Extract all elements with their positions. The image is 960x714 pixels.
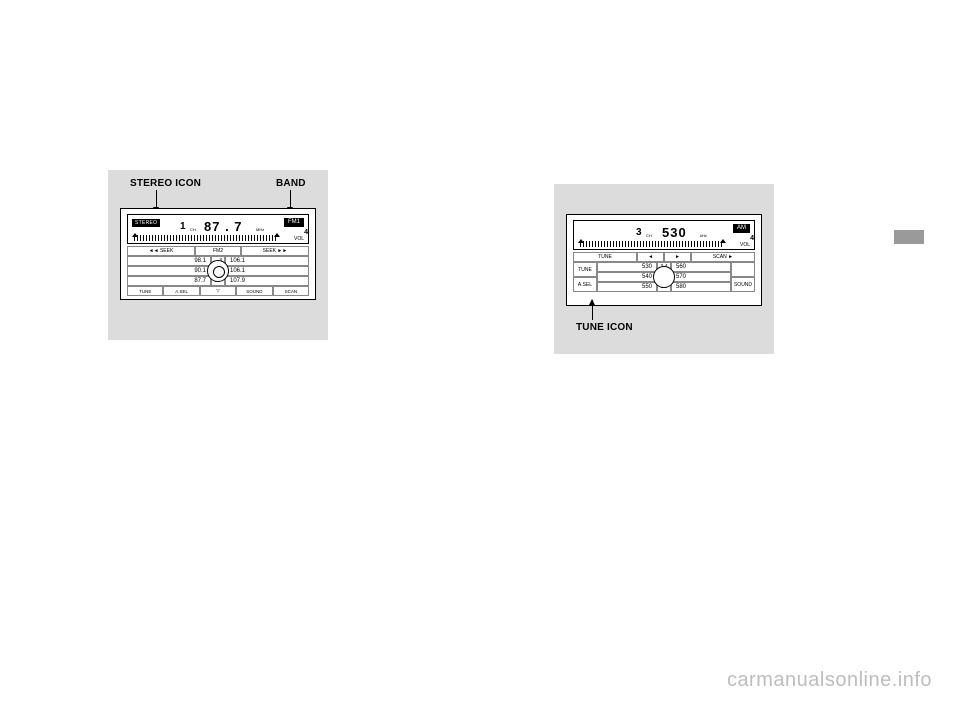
sound-button[interactable]: SOUND [236,286,272,296]
label-stereo-icon: STEREO ICON [130,178,201,189]
sound-button[interactable]: SOUND [731,277,755,292]
preset-3[interactable]: 530 [597,262,657,272]
figure-fm-radio: STEREO ICON BAND STEREO FM1 1 CH 87 . 7 … [108,170,328,340]
arrow-tune [592,300,593,320]
tune-button[interactable]: TUNE [573,262,597,277]
preset-2[interactable]: 540 [597,272,657,282]
channel-label: CH [190,227,196,232]
channel-number: 1 [180,221,186,232]
tune-left-icon[interactable]: ◄ [637,252,664,262]
vol-value: 4 [750,235,754,242]
seek-row: ◄◄ SEEK FM2 SEEK ►► [127,246,309,256]
knob-center[interactable] [211,266,225,276]
figure-am-radio: AM 3 CH 530 kHz VOL 4 TUNE ◄ ► SCAN ► TU… [554,184,774,354]
tune-right-icon[interactable]: ► [664,252,691,262]
tune-button[interactable]: TUNE [127,286,163,296]
preset-grid: 98.1 3 106.1 90.1 106.1 87.7 6 107.9 [127,256,309,286]
label-tune-icon: TUNE ICON [576,322,633,333]
scan-button[interactable]: SCAN ► [691,252,755,262]
preset-6[interactable]: 580 [671,282,731,292]
label-band: BAND [276,178,306,189]
channel-label: CH [646,233,652,238]
manual-page: { "watermark": "carmanualsonline.info", … [0,0,960,714]
preset-3[interactable]: 98.1 [127,256,211,266]
frequency-value: 530 [662,225,687,240]
lcd-display: AM 3 CH 530 kHz VOL 4 [573,220,755,250]
lcd-display: STEREO FM1 1 CH 87 . 7 MHz VOL 4 [127,214,309,244]
radio-unit-am: AM 3 CH 530 kHz VOL 4 TUNE ◄ ► SCAN ► TU… [566,214,762,306]
vol-label: VOL [294,236,304,242]
down-button[interactable]: ▽ [200,286,236,296]
preset-grid: 530 3 4 560 540 570 550 1 6 580 [597,262,731,292]
frequency-value: 87 . 7 [204,219,243,234]
tune-knob[interactable] [653,266,675,288]
radio-unit-fm: STEREO FM1 1 CH 87 . 7 MHz VOL 4 ◄◄ SEEK… [120,208,316,300]
tune-label: TUNE [573,252,637,262]
section-tab [894,230,924,244]
fm2-button[interactable]: FM2 [195,246,241,256]
blank-button[interactable] [731,262,755,277]
seek-back-button[interactable]: ◄◄ SEEK [127,246,195,256]
preset-1[interactable]: 550 [597,282,657,292]
preset-4[interactable]: 560 [671,262,731,272]
right-side-buttons: SOUND [731,262,755,292]
vol-value: 4 [304,229,308,236]
knob-center[interactable] [657,272,671,282]
preset-5[interactable]: 570 [671,272,731,282]
vol-label: VOL [740,242,750,248]
tune-row: TUNE ◄ ► SCAN ► [573,252,755,262]
preset-5[interactable]: 106.1 [225,266,309,276]
band-badge: AM [733,224,750,233]
asel-button[interactable]: A.SEL [573,277,597,292]
frequency-unit: MHz [256,227,264,232]
bottom-row: TUNE A.SEL ▽ SOUND SCAN [127,286,309,296]
preset-6[interactable]: 107.9 [225,276,309,286]
preset-1[interactable]: 87.7 [127,276,211,286]
seek-fwd-button[interactable]: SEEK ►► [241,246,309,256]
watermark: carmanualsonline.info [727,669,932,692]
asel-button[interactable]: A.SEL [163,286,199,296]
frequency-unit: kHz [700,233,707,238]
tune-knob[interactable] [207,260,229,282]
band-badge: FM1 [284,218,304,227]
tune-scale [580,241,724,247]
left-side-buttons: TUNE A.SEL [573,262,597,292]
scan-button[interactable]: SCAN [273,286,309,296]
tune-scale [134,235,278,241]
preset-4[interactable]: 106.1 [225,256,309,266]
preset-2[interactable]: 90.1 [127,266,211,276]
channel-number: 3 [636,227,642,238]
stereo-badge: STEREO [132,219,160,227]
